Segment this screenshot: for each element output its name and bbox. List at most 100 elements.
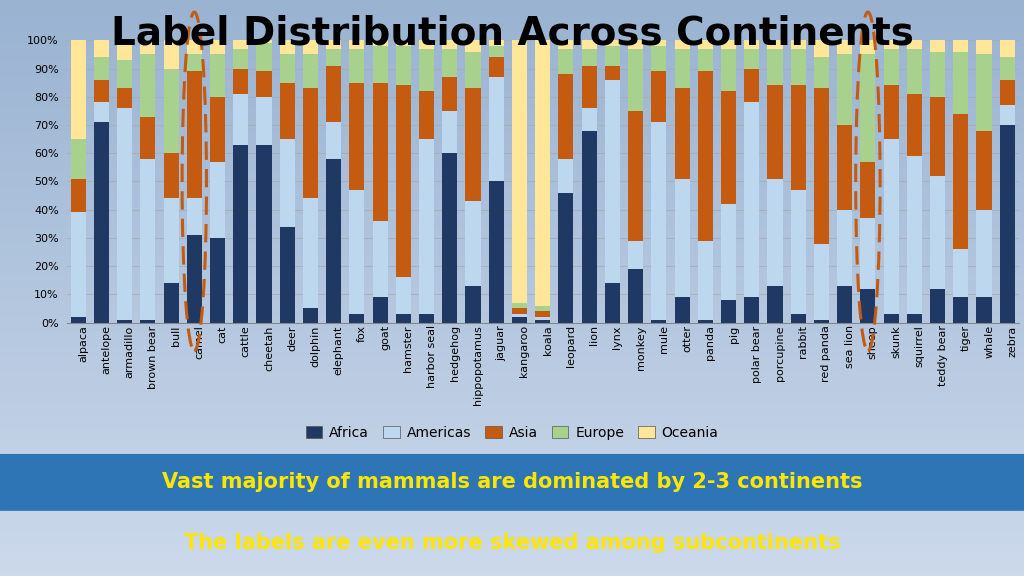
Bar	[0, 233, 1024, 236]
Bar	[0, 104, 1024, 107]
Bar	[838, 125, 852, 210]
Bar	[94, 103, 109, 122]
Bar	[0, 84, 1024, 86]
Bar	[0, 176, 1024, 179]
Bar	[0, 173, 1024, 176]
Bar	[373, 40, 388, 46]
Bar	[0, 432, 1024, 435]
Bar	[0, 242, 1024, 245]
Bar	[0, 351, 1024, 354]
Bar	[140, 159, 156, 320]
Bar	[0, 392, 1024, 395]
Bar	[210, 55, 225, 97]
Bar	[140, 55, 156, 116]
Bar	[0, 291, 1024, 294]
Bar	[999, 105, 1015, 125]
Bar	[0, 285, 1024, 288]
Bar	[977, 55, 991, 131]
Bar	[628, 241, 643, 269]
Bar	[0, 115, 1024, 118]
Bar	[0, 372, 1024, 374]
Bar	[373, 297, 388, 323]
Bar	[884, 40, 899, 49]
Bar	[303, 309, 318, 323]
Bar	[0, 455, 1024, 458]
Bar	[0, 444, 1024, 446]
Bar	[721, 300, 736, 323]
Bar	[744, 49, 760, 69]
Bar	[0, 101, 1024, 104]
Bar	[0, 63, 1024, 66]
Bar	[814, 320, 829, 323]
Bar	[164, 153, 178, 198]
Bar	[0, 193, 1024, 196]
Bar	[0, 573, 1024, 576]
Bar	[0, 251, 1024, 253]
Legend: Africa, Americas, Asia, Europe, Oceania: Africa, Americas, Asia, Europe, Oceania	[300, 420, 724, 445]
Bar	[0, 210, 1024, 213]
Bar	[0, 89, 1024, 92]
Bar	[558, 49, 573, 74]
Bar	[0, 374, 1024, 377]
Bar	[0, 228, 1024, 230]
Bar	[303, 55, 318, 88]
Bar	[0, 107, 1024, 109]
Bar	[186, 71, 202, 198]
Bar	[0, 536, 1024, 539]
Bar	[0, 216, 1024, 219]
Bar	[0, 187, 1024, 190]
Bar	[0, 265, 1024, 268]
Bar	[0, 409, 1024, 412]
Bar	[326, 122, 341, 159]
Bar	[210, 238, 225, 323]
Bar	[0, 510, 1024, 513]
Bar	[164, 283, 178, 323]
Bar	[0, 495, 1024, 498]
Bar	[0, 501, 1024, 504]
Bar	[0, 564, 1024, 567]
Bar	[675, 40, 689, 49]
Bar	[0, 239, 1024, 242]
Bar	[675, 297, 689, 323]
Bar	[0, 144, 1024, 147]
Bar	[953, 113, 969, 249]
Bar	[0, 279, 1024, 282]
Bar	[0, 9, 1024, 12]
Bar	[256, 145, 271, 323]
Bar	[117, 88, 132, 108]
Bar	[349, 314, 365, 323]
Bar	[0, 40, 1024, 43]
Bar	[233, 40, 248, 49]
Bar	[117, 60, 132, 88]
Bar	[0, 109, 1024, 112]
Bar	[0, 346, 1024, 348]
Bar	[0, 95, 1024, 98]
Bar	[164, 198, 178, 283]
Bar	[0, 423, 1024, 426]
Bar	[605, 80, 620, 283]
Bar	[0, 518, 1024, 521]
Bar	[814, 88, 829, 244]
Bar	[0, 150, 1024, 153]
Bar	[0, 253, 1024, 256]
Bar	[675, 179, 689, 297]
Bar	[0, 132, 1024, 135]
Bar	[999, 40, 1015, 57]
Bar	[0, 441, 1024, 444]
Bar	[303, 198, 318, 309]
Bar	[744, 103, 760, 297]
Bar	[0, 418, 1024, 420]
Bar	[0, 541, 1024, 544]
Bar	[0, 567, 1024, 570]
Bar	[0, 337, 1024, 340]
Bar	[0, 553, 1024, 556]
Bar	[0, 225, 1024, 228]
Bar	[280, 55, 295, 83]
Bar	[884, 85, 899, 139]
Bar	[0, 490, 1024, 492]
Bar	[419, 139, 434, 314]
Bar	[0, 52, 1024, 55]
Bar	[884, 139, 899, 314]
Bar	[0, 308, 1024, 311]
Bar	[791, 314, 806, 323]
